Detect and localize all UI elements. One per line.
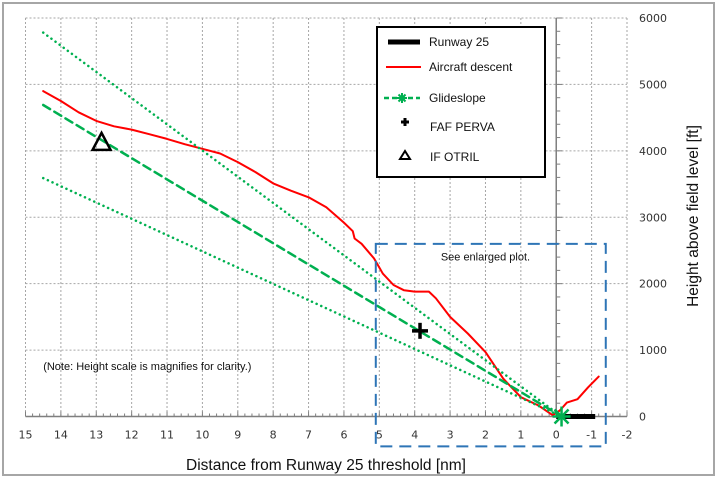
annotations: (Note: Height scale is magnifies for cla… (43, 242, 607, 448)
faf-perva-marker (412, 322, 429, 339)
legend-label-descent: Aircraft descent (429, 60, 513, 74)
glideslope-touchdown-marker (552, 406, 571, 427)
x-tick-label: 2 (482, 429, 489, 442)
y-tick-label: 0 (639, 411, 646, 424)
x-tick-label: -1 (586, 429, 597, 442)
legend: Runway 25 Aircraft descent Glideslope FA… (376, 26, 546, 178)
y-tick-label: 6000 (639, 12, 667, 25)
y-tick-label: 1000 (639, 344, 667, 357)
x-tick-label: 14 (54, 429, 68, 442)
if-otril-marker (90, 130, 113, 152)
asterisk-stroke (553, 408, 570, 425)
enlarged-plot-annotation: See enlarged plot. (441, 251, 530, 263)
chart-frame (2, 2, 715, 476)
axes: 15 14 13 12 11 10 9 8 7 6 5 4 3 2 1 0 -1 -201000200030004… (19, 12, 668, 442)
x-tick-label: 5 (376, 429, 383, 442)
x-tick-label: 7 (305, 429, 312, 442)
series-layer (41, 31, 600, 419)
x-tick-label: 0 (553, 429, 560, 442)
x-tick-label: 12 (125, 429, 139, 442)
enlarged-region-box (374, 242, 607, 448)
glideslope-line (41, 103, 563, 418)
x-tick-label: 6 (340, 429, 347, 442)
y-axis-title: Height above field level [ft] (685, 125, 702, 307)
x-tick-label: -2 (622, 429, 633, 442)
legend-cross-icon (401, 118, 409, 126)
legend-label-runway: Runway 25 (429, 35, 489, 49)
y-tick-label: 5000 (639, 78, 667, 91)
markers-layer (90, 130, 571, 427)
glideslope-limit-line (41, 176, 563, 418)
legend-label-faf: FAF PERVA (430, 120, 495, 134)
x-tick-label: 10 (195, 429, 209, 442)
y-tick-label: 4000 (639, 145, 667, 158)
x-tick-label: 4 (411, 429, 418, 442)
x-tick-label: 11 (160, 429, 174, 442)
y-tick-label: 2000 (639, 278, 667, 291)
legend-label-if: IF OTRIL (430, 150, 480, 164)
legend-glideslope-asterisk-icon (397, 93, 407, 103)
x-tick-label: 9 (234, 429, 241, 442)
legend-triangle-icon (398, 149, 412, 160)
x-axis-title: Distance from Runway 25 threshold [nm] (186, 457, 466, 474)
note-annotation: (Note: Height scale is magnifies for cla… (43, 361, 251, 373)
x-tick-label: 3 (447, 429, 454, 442)
x-tick-label: 15 (19, 429, 33, 442)
x-tick-label: 1 (517, 429, 524, 442)
glideslope-limit-line (41, 31, 563, 418)
x-tick-label: 13 (89, 429, 103, 442)
y-tick-label: 3000 (639, 211, 667, 224)
legend-label-glideslope: Glideslope (429, 91, 486, 105)
x-tick-label: 8 (270, 429, 277, 442)
